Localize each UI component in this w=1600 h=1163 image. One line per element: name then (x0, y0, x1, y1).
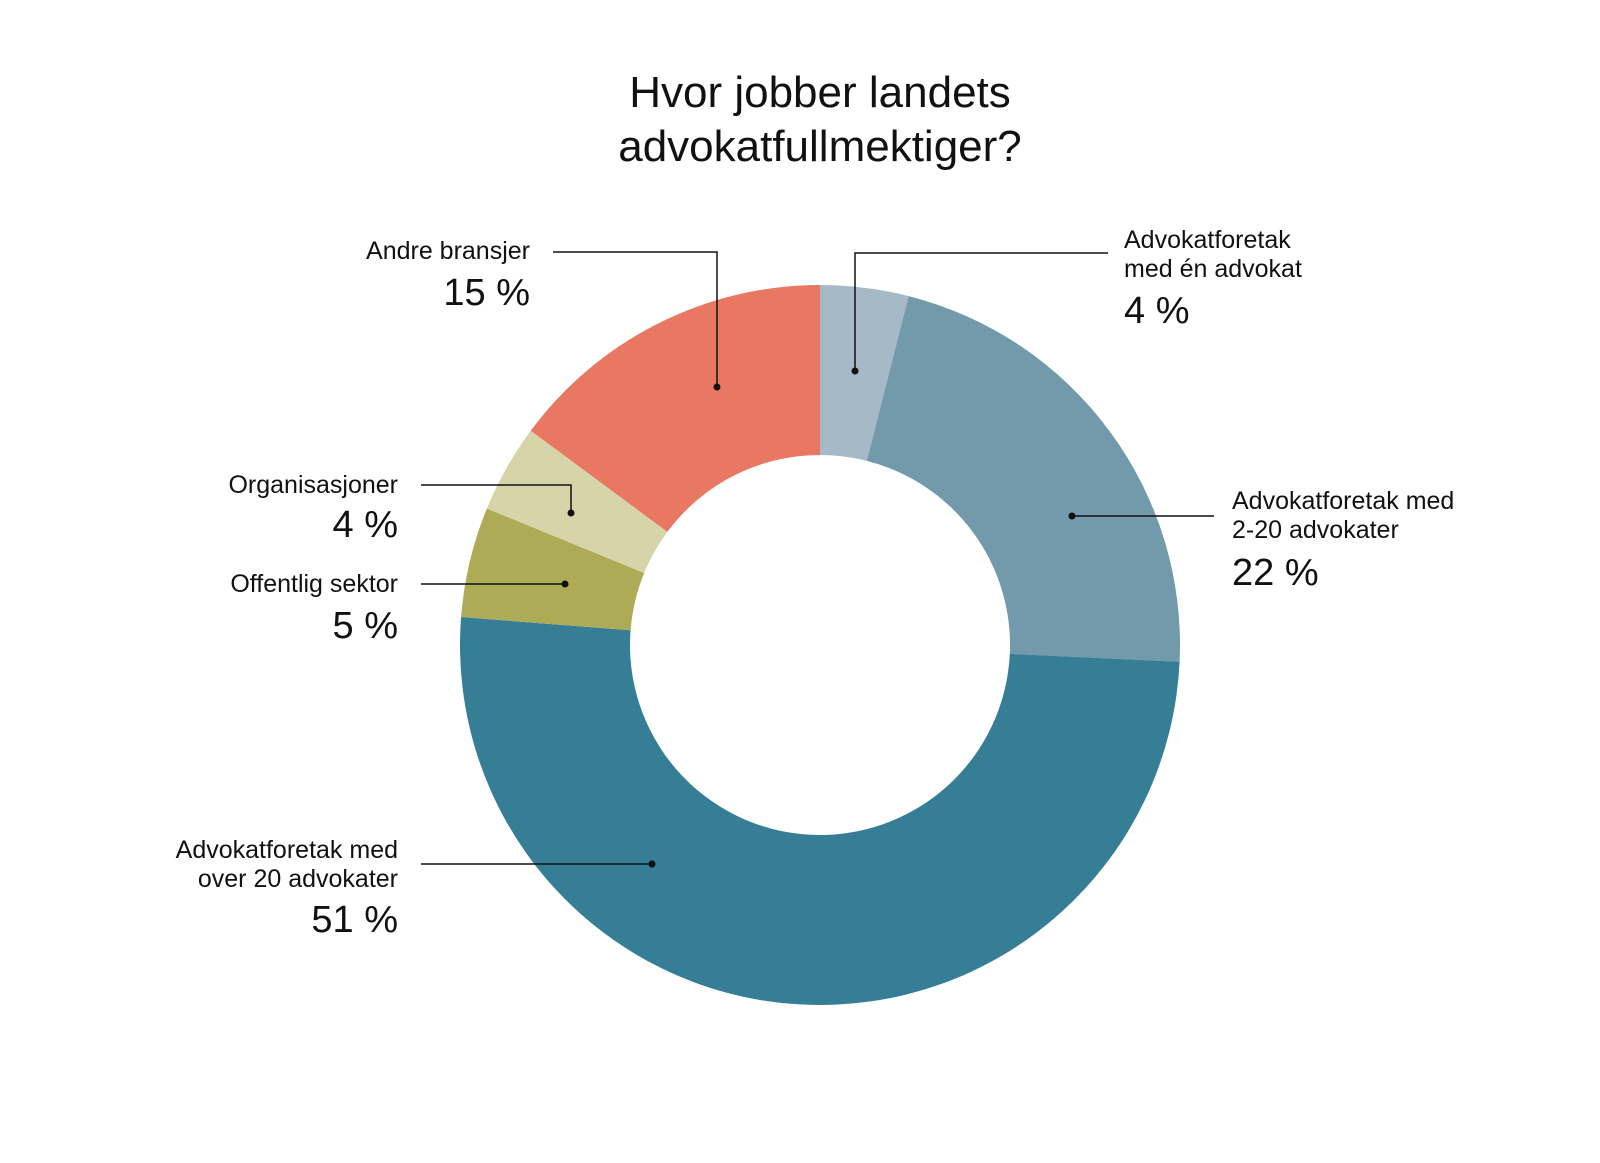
label-advokatforetak-en-advokat: Advokatforetak med én advokat 4 % (851, 226, 1302, 375)
leader-dot (561, 580, 569, 588)
slice-value-label: 22 % (1232, 552, 1319, 594)
chart-title-line-2: advokatfullmektiger? (618, 122, 1022, 171)
chart-title-line-1: Hvor jobber landets (629, 68, 1011, 117)
slice-label-line: Andre bransjer (366, 237, 530, 265)
leader-dot (648, 860, 656, 868)
slice-label-line: Advokatforetak (1124, 226, 1291, 254)
label-offentlig-sektor: Offentlig sektor 5 % (230, 570, 569, 647)
label-advokatforetak-2-20: Advokatforetak med 2-20 advokater 22 % (1068, 487, 1454, 594)
donut-slice-2 (460, 617, 1180, 1005)
label-andre-bransjer: Andre bransjer 15 % (366, 237, 721, 391)
donut-slice-3 (461, 508, 645, 631)
leader-line (553, 251, 718, 387)
slice-label-line: 2-20 advokater (1232, 516, 1399, 544)
leader-line (854, 252, 1108, 371)
donut-slices (460, 285, 1180, 1005)
donut-slice-0 (820, 285, 909, 461)
slice-label-line: Organisasjoner (228, 471, 398, 499)
slice-label-line: med én advokat (1124, 255, 1302, 283)
slice-label-line: Offentlig sektor (230, 570, 398, 598)
leader-dot (567, 509, 575, 517)
leader-dot (1068, 512, 1076, 520)
donut-slice-5 (530, 285, 820, 532)
slice-value-label: 4 % (333, 504, 398, 546)
slice-label-line: Advokatforetak med (176, 836, 398, 864)
label-advokatforetak-over-20: Advokatforetak med over 20 advokater 51 … (176, 836, 656, 941)
slice-value-label: 4 % (1124, 290, 1189, 332)
slice-value-label: 51 % (311, 899, 398, 941)
slice-label-line: Advokatforetak med (1232, 487, 1454, 515)
donut-slice-1 (866, 296, 1180, 662)
slice-label-line: over 20 advokater (198, 865, 398, 893)
leader-dot (851, 367, 859, 375)
slice-value-label: 15 % (443, 272, 530, 314)
leader-line (421, 484, 572, 513)
slice-value-label: 5 % (333, 605, 398, 647)
label-organisasjoner: Organisasjoner 4 % (228, 471, 575, 546)
donut-slice-4 (486, 430, 668, 573)
leader-dot (713, 383, 721, 391)
